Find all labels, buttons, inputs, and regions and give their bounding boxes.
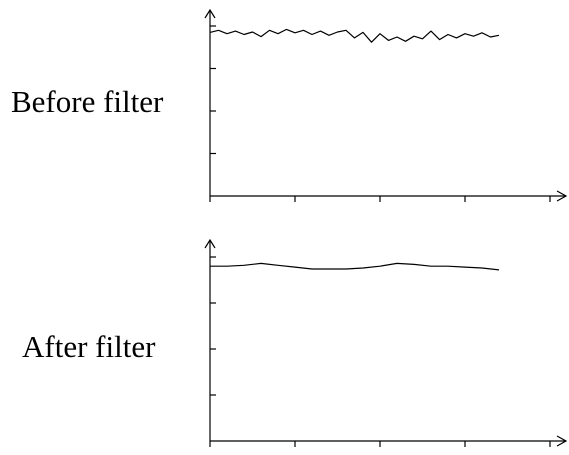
x-axis-arrow bbox=[556, 190, 568, 202]
chart-title: After filter bbox=[22, 329, 156, 364]
y-axis-arrow bbox=[204, 8, 216, 19]
chart-before-filter: Before filter bbox=[0, 0, 569, 222]
y-axis-arrow bbox=[204, 238, 216, 249]
chart-after-filter: After filter bbox=[0, 222, 569, 455]
series-line bbox=[210, 262, 500, 271]
chart-plot-area bbox=[204, 8, 568, 202]
chart-title: Before filter bbox=[11, 84, 164, 119]
series-line bbox=[209, 28, 500, 43]
x-axis-arrow bbox=[556, 435, 568, 447]
chart-plot-area bbox=[204, 238, 568, 447]
